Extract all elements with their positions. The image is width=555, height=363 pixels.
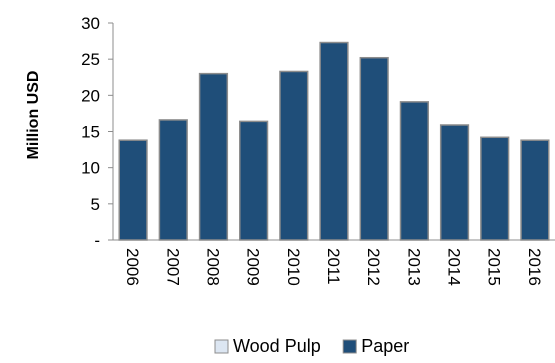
x-tick-label: 2013 [404,248,423,286]
legend-swatch-paper [342,339,357,354]
bar-paper-2013 [399,101,429,241]
bar-paper-2009 [239,120,269,241]
plot-area: - 5 10 15 20 25 30 2006 2007 2008 2009 2010 2011 2012… [81,14,555,286]
y-tick-label: - [94,231,100,250]
y-tick-label: 15 [81,123,100,142]
x-tick-label: 2012 [364,248,383,286]
bar-paper-2014 [439,124,470,241]
x-tick-label: 2015 [485,248,504,286]
x-tick-label: 2008 [203,248,222,286]
bar-paper-2012 [359,56,389,241]
y-tick-label: 10 [81,159,100,178]
x-tick-label: 2014 [445,248,464,286]
x-tick-label: 2009 [244,248,263,286]
bar-paper-2008 [198,72,229,241]
x-tick-label: 2010 [284,248,303,286]
legend-label-wood-pulp: Wood Pulp [233,336,321,356]
bar-paper-2016 [520,139,550,241]
y-tick-label: 25 [81,50,100,69]
y-axis-title: Million USD [25,71,42,160]
x-tick-label: 2007 [163,248,182,286]
bar-paper-2015 [480,136,510,241]
bar-paper-2007 [158,119,188,241]
x-tick-label: 2006 [123,248,142,286]
legend-label-paper: Paper [361,336,409,356]
bar-paper-2006 [118,139,148,241]
bar-paper-2011 [319,41,349,241]
y-tick-label: 20 [81,86,100,105]
y-tick-label: 30 [81,14,100,33]
legend: Wood Pulp Paper [214,336,409,356]
y-tick-label: 5 [91,195,100,214]
bar-paper-2010 [279,70,309,241]
legend-swatch-wood-pulp [214,339,229,354]
x-tick-label: 2016 [525,248,544,286]
x-tick-label: 2011 [324,248,343,285]
